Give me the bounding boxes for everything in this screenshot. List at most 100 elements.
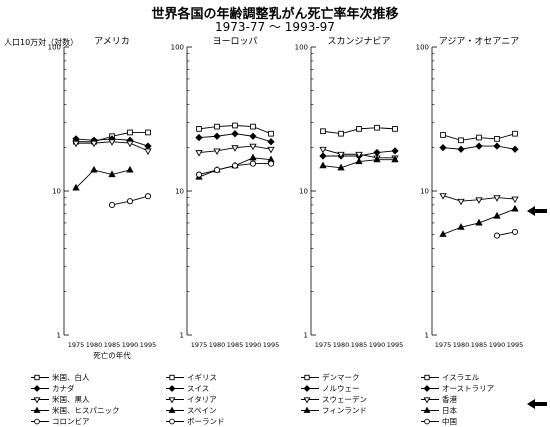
- legend-marker-icon: [31, 406, 49, 413]
- data-point: [232, 122, 238, 129]
- data-point: [511, 196, 519, 204]
- japan-legend-arrow-icon: [527, 399, 547, 409]
- legend-marker: [168, 406, 176, 413]
- data-point: [457, 145, 465, 153]
- data-point: [494, 136, 500, 142]
- legend-marker-icon: [31, 385, 49, 392]
- x-tick-label: 1985: [471, 341, 488, 349]
- x-tick-label: 1990: [369, 341, 386, 349]
- data-point: [493, 232, 501, 239]
- data-point: [511, 145, 519, 153]
- data-point: [391, 155, 399, 163]
- data-point: [195, 133, 203, 142]
- data-point: [458, 137, 464, 144]
- y-tick-label: 1: [57, 332, 61, 340]
- data-point: [127, 129, 133, 136]
- x-tick-label: 1995: [387, 341, 404, 349]
- legend-marker: [33, 385, 41, 392]
- legend-label: ポーランド: [187, 417, 225, 426]
- legend-marker-icon: [166, 397, 184, 404]
- y-tick-label: 1: [304, 332, 308, 340]
- legend-marker-icon: [421, 397, 439, 404]
- legend-marker-icon: [301, 385, 319, 392]
- legend-marker-icon: [166, 385, 184, 392]
- legend-label: 米国、白人: [52, 373, 90, 382]
- y-tick-label: 10: [175, 188, 184, 196]
- legend-marker: [169, 418, 175, 425]
- x-tick-label: 1990: [122, 341, 139, 349]
- data-point: [373, 155, 381, 163]
- panel-scandinavia: 1 10 100 1975 1980 1985 1990 1995 スカンジナビア: [295, 36, 404, 349]
- data-point: [145, 129, 151, 136]
- data-point: [319, 146, 327, 154]
- data-point: [126, 165, 134, 173]
- data-point: [493, 195, 501, 202]
- panel-title: アメリカ: [94, 36, 130, 47]
- legend-marker: [168, 397, 176, 404]
- panel-title: スカンジナビア: [327, 36, 390, 47]
- data-point: [195, 150, 203, 157]
- data-point: [457, 198, 465, 206]
- legend-marker-icon: [31, 418, 49, 425]
- legend-marker: [168, 385, 176, 392]
- data-point: [108, 170, 116, 178]
- data-point: [108, 139, 116, 146]
- data-point: [320, 128, 326, 135]
- data-point: [475, 142, 483, 150]
- legend-label: オーストラリア: [442, 384, 495, 393]
- legend-label: スウェーデン: [322, 395, 367, 404]
- data-point: [476, 134, 482, 141]
- legend-marker-icon: [301, 397, 319, 404]
- legend-marker: [303, 406, 311, 413]
- data-point: [231, 130, 239, 138]
- legend-marker-icon: [166, 406, 184, 413]
- legend-label: フィンランド: [322, 406, 367, 415]
- y-axis-unit-label: 人口10万対（対数）: [4, 38, 79, 47]
- x-tick-label: 1985: [227, 341, 244, 349]
- legend-label: 日本: [442, 406, 457, 415]
- x-tick-label: 1990: [489, 341, 506, 349]
- legend-label: ノルウェー: [322, 384, 360, 393]
- chart-title: 世界各国の年齢調整乳がん死亡率年次推移: [151, 7, 399, 22]
- legend-marker-icon: [31, 374, 49, 381]
- data-point: [126, 198, 134, 205]
- data-point: [72, 183, 80, 191]
- data-point: [144, 193, 152, 200]
- data-point: [337, 163, 345, 171]
- x-tick-label: 1995: [263, 341, 280, 349]
- legend-label: スペイン: [187, 406, 217, 415]
- data-point: [213, 166, 221, 174]
- data-point: [267, 138, 275, 146]
- legend-label: 米国、ヒスパニック: [52, 406, 120, 415]
- legend-marker: [423, 397, 431, 404]
- legend-marker: [304, 374, 310, 381]
- data-point: [126, 140, 134, 148]
- data-point: [391, 147, 399, 155]
- legend-label: イスラエル: [442, 373, 480, 382]
- x-tick-label: 1995: [507, 341, 524, 349]
- legend-label: イギリス: [187, 373, 217, 382]
- x-tick-label: 1975: [68, 341, 85, 349]
- data-point: [267, 146, 275, 154]
- legend-marker-icon: [421, 385, 439, 392]
- data-point: [214, 123, 220, 130]
- x-tick-label: 1975: [191, 341, 208, 349]
- data-point: [144, 142, 152, 150]
- data-point: [249, 160, 257, 167]
- series-line: [75, 169, 131, 189]
- data-point: [493, 142, 501, 150]
- data-point: [511, 204, 519, 212]
- x-tick-label: 1975: [435, 341, 452, 349]
- y-tick-label: 10: [299, 188, 308, 196]
- data-point: [439, 230, 447, 237]
- legend-marker: [33, 397, 41, 404]
- data-point: [319, 152, 327, 160]
- series-line: [496, 231, 516, 237]
- legend-marker-icon: [301, 374, 319, 381]
- data-point: [338, 130, 344, 137]
- data-point: [475, 197, 483, 204]
- data-point: [267, 160, 275, 167]
- chart-subtitle: 1973-77 〜 1993-97: [215, 20, 335, 34]
- x-tick-label: 1980: [453, 341, 470, 349]
- data-point: [439, 144, 447, 152]
